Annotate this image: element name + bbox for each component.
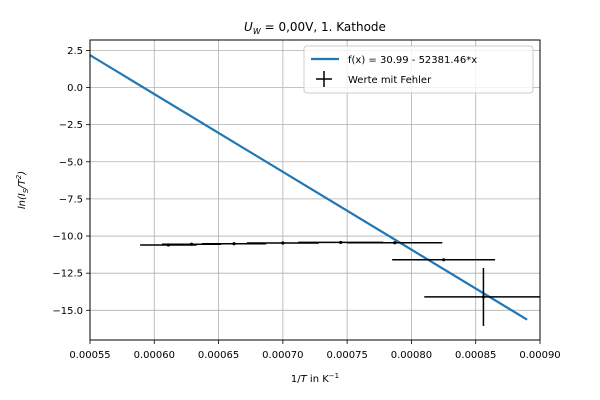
legend-box — [303, 45, 534, 94]
x-axis-label-unit: in K — [307, 374, 329, 385]
fit-line — [90, 54, 528, 321]
plot-area — [90, 54, 540, 326]
y-tick-label: −15.0 — [52, 306, 83, 317]
title-rest: = 0,00V, 1. Kathode — [261, 20, 386, 34]
legend-data-label: Werte mit Fehler — [348, 75, 432, 86]
x-tick-label: 0.00065 — [198, 350, 239, 361]
data-point — [281, 241, 285, 245]
y-tick-label: −2.5 — [59, 120, 83, 131]
x-axis: 0.00055 0.00060 0.00065 0.00070 0.00075 0.000… — [69, 340, 561, 361]
chart-title: UW = 0,00V, 1. Kathode — [244, 20, 386, 36]
x-tick-label: 0.00080 — [391, 350, 432, 361]
y-tick-label: −5.0 — [59, 157, 83, 168]
title-var: U — [244, 20, 253, 34]
y-tick-label: 0.0 — [67, 83, 83, 94]
y-tick-label: −7.5 — [59, 194, 83, 205]
x-tick-label: 0.00090 — [519, 350, 560, 361]
y-tick-label: 2.5 — [67, 46, 83, 57]
plot-frame — [89, 39, 541, 341]
data-point — [481, 295, 486, 299]
plot-content — [90, 54, 540, 326]
legend: f(x) = 30.99 - 52381.46*x Werte mit Fehl… — [303, 45, 534, 94]
data-point — [339, 240, 343, 245]
x-tick-label: 0.00060 — [134, 350, 175, 361]
data-point — [441, 258, 446, 262]
y-tick-label: −10.0 — [52, 232, 83, 243]
x-axis-label-var: T — [301, 374, 308, 385]
x-tick-label: 0.00085 — [455, 350, 496, 361]
x-tick-label: 0.00055 — [69, 350, 110, 361]
x-axis-label: 1/T in K−1 — [291, 372, 339, 385]
legend-fit-label: f(x) = 30.99 - 52381.46*x — [348, 55, 477, 66]
y-tick-label: −12.5 — [52, 269, 83, 280]
data-point — [189, 242, 194, 246]
data-point — [232, 242, 236, 246]
y-axis-label: ln(IS/T2) — [15, 171, 30, 209]
x-axis-label-prefix: 1/ — [291, 374, 301, 385]
x-tick-label: 0.00075 — [326, 350, 367, 361]
x-tick-label: 0.00070 — [262, 350, 303, 361]
y-axis: 2.5 0.0 −2.5 −5.0 −7.5 −10.0 −12.5 −15.0 — [52, 46, 90, 317]
title-sub: W — [253, 27, 262, 36]
data-point — [393, 241, 397, 245]
y-axis-label-ln: ln — [17, 200, 28, 209]
x-axis-label-exp: −1 — [329, 372, 339, 380]
